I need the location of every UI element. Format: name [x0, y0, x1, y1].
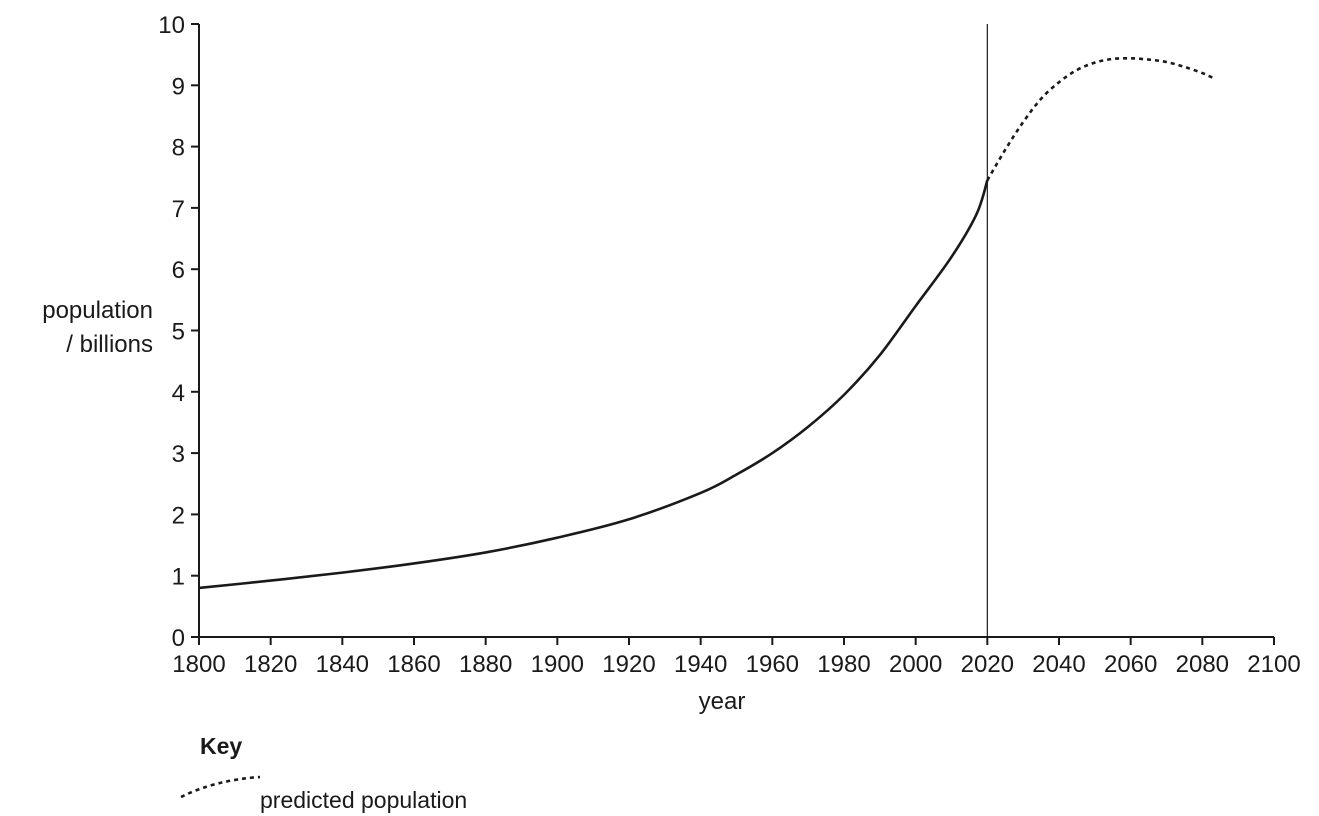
- x-tick-label: 1800: [172, 651, 225, 678]
- x-tick-label: 1840: [316, 651, 369, 678]
- y-axis: 0 1 2 3 4 5 6 7 8 9 10: [158, 12, 200, 652]
- y-tick-label: 1: [172, 564, 185, 591]
- x-tick-label: 1820: [244, 651, 297, 678]
- y-tick-label: 5: [172, 319, 185, 346]
- x-tick-label: 1880: [459, 651, 512, 678]
- x-tick-label: 1940: [674, 651, 727, 678]
- population-line: [198, 179, 989, 590]
- y-axis-title-line: population: [42, 297, 153, 324]
- plot-area: [198, 24, 1214, 637]
- predicted-population-line: [986, 56, 1214, 181]
- x-tick-label: 2060: [1104, 651, 1157, 678]
- legend: Key predicted population: [180, 733, 467, 813]
- legend-title: Key: [200, 733, 242, 759]
- x-tick-label: 1900: [531, 651, 584, 678]
- x-axis: 1800 1820 1840 1860 1880 1900 1920 1940 1960 1980…: [172, 636, 1301, 678]
- legend-dashed-line-sample: [180, 775, 261, 799]
- legend-label-predicted-population: predicted population: [260, 787, 467, 813]
- x-axis-title: year: [699, 688, 746, 715]
- y-tick-label: 6: [172, 257, 185, 284]
- y-tick-label: 3: [172, 441, 185, 468]
- x-tick-label: 1920: [602, 651, 655, 678]
- x-tick-label: 1860: [387, 651, 440, 678]
- x-tick-label: 2040: [1032, 651, 1085, 678]
- y-axis-title: population / billions: [42, 297, 153, 358]
- y-tick-label: 10: [158, 12, 185, 39]
- y-tick-label: 0: [172, 625, 185, 652]
- x-tick-label: 2080: [1176, 651, 1229, 678]
- y-tick-label: 2: [172, 502, 185, 529]
- x-tick-label: 2000: [889, 651, 942, 678]
- y-tick-label: 9: [172, 73, 185, 100]
- x-tick-label: 1980: [817, 651, 870, 678]
- x-tick-label: 2100: [1247, 651, 1300, 678]
- y-tick-label: 7: [172, 196, 185, 223]
- y-tick-label: 8: [172, 135, 185, 162]
- x-tick-label: 2020: [961, 651, 1014, 678]
- x-tick-label: 1960: [746, 651, 799, 678]
- y-axis-title-line: / billions: [66, 331, 153, 358]
- y-tick-label: 4: [172, 380, 185, 407]
